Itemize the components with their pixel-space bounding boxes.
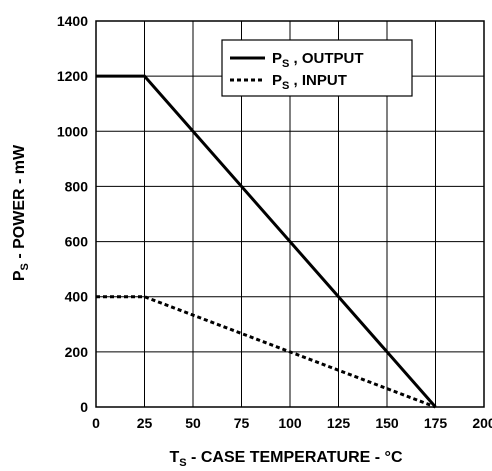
x-tick-label: 25	[137, 415, 153, 431]
plot-frame	[95, 20, 485, 408]
x-axis-title-rest: - CASE TEMPERATURE - °C	[187, 449, 403, 466]
y-tick-label: 200	[65, 344, 89, 360]
x-tick-label: 100	[278, 415, 302, 431]
series-line-output	[96, 74, 437, 408]
legend-label-input: PS , INPUT	[272, 72, 347, 92]
x-tick-label: 125	[327, 415, 351, 431]
y-tick-label: 400	[65, 289, 89, 305]
y-axis-title-rest: - POWER - mW	[11, 144, 28, 263]
x-axis-title-main: T	[169, 449, 179, 466]
x-tick-label: 150	[375, 415, 399, 431]
x-axis-title: TS - CASE TEMPERATURE - °C	[169, 449, 402, 469]
x-axis-title-sub: S	[179, 457, 186, 469]
legend-input-sub: S	[282, 80, 289, 92]
tick-labels: 0 25 50 75 100 125 150 175 200 0 200 400 600 800 1000 1…	[57, 13, 492, 431]
y-tick-label: 1200	[57, 68, 88, 84]
x-tick-label: 0	[92, 415, 100, 431]
legend-label-output: PS , OUTPUT	[272, 50, 364, 70]
y-axis-title-main: P	[11, 270, 28, 281]
y-axis-title-sub: S	[19, 263, 31, 270]
series-line-input	[96, 295, 437, 409]
legend-input-main: P	[272, 72, 282, 89]
y-tick-label: 800	[65, 178, 89, 194]
x-tick-label: 50	[185, 415, 201, 431]
y-tick-label: 600	[65, 234, 89, 250]
x-tick-label: 175	[424, 415, 448, 431]
legend-box	[221, 39, 413, 97]
y-tick-label: 1000	[57, 123, 88, 139]
x-tick-label: 200	[472, 415, 492, 431]
legend: PS , OUTPUT PS , INPUT	[221, 39, 413, 97]
legend-output-sub: S	[282, 58, 289, 70]
y-tick-label: 1400	[57, 13, 88, 29]
x-tick-label: 75	[234, 415, 250, 431]
legend-output-main: P	[272, 50, 282, 67]
y-axis-title: PS - POWER - mW	[11, 144, 31, 281]
legend-output-rest: , OUTPUT	[289, 50, 363, 67]
y-tick-label: 0	[80, 399, 88, 415]
legend-input-rest: , INPUT	[289, 72, 347, 89]
series-layer	[96, 74, 437, 409]
